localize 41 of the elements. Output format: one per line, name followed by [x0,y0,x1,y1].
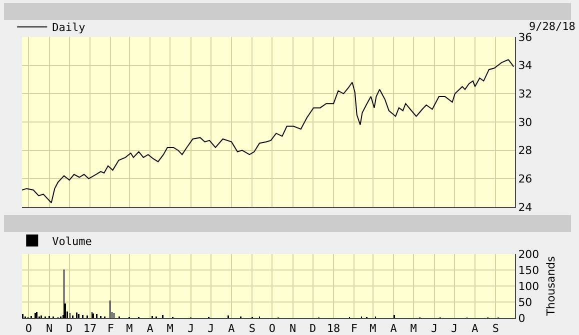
x-tick-label: O [25,322,32,335]
x-tick-label: S [492,322,499,335]
x-tick-label: F [350,322,358,335]
y-tick-label: 28 [518,144,532,158]
y-tick-label: 100 [518,280,540,293]
x-tick-label: A [228,322,236,335]
x-tick-label: S [248,322,256,335]
x-tick-label: J [187,322,194,335]
y-tick-label: 150 [518,264,540,277]
y-tick-label: 24 [518,200,532,214]
y-tick-label: 34 [518,59,532,72]
x-tick-label: M [370,322,377,335]
x-tick-label: 17 [83,322,97,335]
y-tick-label: 0 [518,312,526,325]
x-tick-label: A [146,322,154,335]
x-tick-label: J [207,322,214,335]
text: 9/28/18 [529,20,576,33]
y-axis-title: Thousands [544,256,558,317]
x-tick-label: D [66,322,73,335]
x-tick-label: F [107,322,114,335]
x-tick-label: D [310,322,316,335]
y-tick-label: 32 [518,88,532,101]
y-tick-label: 200 [518,248,540,261]
y-tick-label: 50 [518,296,532,309]
x-tick-label: J [450,322,458,335]
x-tick-label: J [430,322,438,335]
y-tick-label: 36 [518,30,532,44]
y-tick-label: 30 [518,116,532,129]
x-tick-label: O [268,322,276,335]
legend-label: Volume [52,234,92,248]
x-tick-label: N [46,322,53,335]
x-tick-label: M [126,322,134,335]
y-tick-label: 26 [518,172,532,186]
x-tick-label: A [472,322,479,335]
x-tick-label: M [410,322,418,335]
x-tick-label: N [290,322,296,335]
x-tick-label: A [390,322,398,335]
x-tick-label: M [166,322,174,335]
line-series [22,59,514,204]
x-tick-label: 18 [326,322,340,335]
legend-label: Daily [52,21,86,34]
